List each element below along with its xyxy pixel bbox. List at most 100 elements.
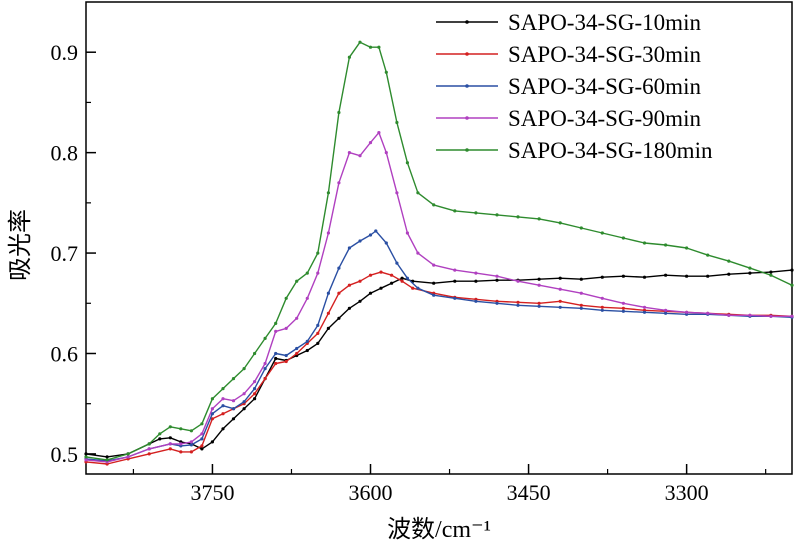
data-point <box>337 181 341 185</box>
data-point <box>495 301 499 305</box>
data-point <box>416 191 420 195</box>
data-point <box>295 279 299 283</box>
data-point <box>453 268 457 272</box>
data-point <box>126 452 130 456</box>
data-point <box>242 400 246 404</box>
data-point <box>432 293 436 297</box>
data-point <box>495 278 499 282</box>
data-point <box>231 377 236 381</box>
x-tick-label: 3450 <box>507 480 551 505</box>
data-point <box>347 246 351 250</box>
data-point <box>84 455 88 459</box>
data-point <box>179 450 183 454</box>
data-point <box>395 120 399 125</box>
series-markers-sapo-34-sg-30min <box>84 270 794 466</box>
legend-label: SAPO-34-SG-180min <box>508 138 713 163</box>
data-point <box>368 45 373 49</box>
data-point <box>147 452 151 456</box>
x-axis-title: 波数/cm⁻¹ <box>387 516 491 543</box>
data-point <box>231 399 236 403</box>
data-point <box>368 291 373 295</box>
data-point <box>337 110 341 115</box>
data-point <box>337 316 341 320</box>
data-point <box>305 348 309 353</box>
data-point <box>579 277 583 281</box>
data-point <box>432 263 436 267</box>
data-point <box>664 308 668 312</box>
data-point <box>368 233 373 237</box>
data-point <box>242 367 246 371</box>
data-point <box>379 286 383 290</box>
data-point <box>384 151 388 155</box>
legend-label: SAPO-34-SG-10min <box>508 10 701 35</box>
data-point <box>453 279 457 283</box>
data-point <box>621 236 626 240</box>
data-point <box>621 306 626 310</box>
y-tick-label: 0.7 <box>51 241 79 266</box>
data-point <box>326 191 330 195</box>
data-point <box>210 417 214 421</box>
data-point <box>537 277 541 281</box>
data-point <box>200 444 204 448</box>
data-point <box>395 191 399 195</box>
data-point <box>274 329 278 333</box>
data-point <box>405 161 409 165</box>
data-point <box>284 326 288 330</box>
x-tick-label: 3300 <box>665 480 709 505</box>
x-axis-ticks: 3750 3600 3450 3300 <box>132 464 767 505</box>
data-point <box>377 131 381 135</box>
data-point <box>621 274 626 278</box>
data-point <box>305 339 309 343</box>
data-point <box>405 231 409 235</box>
data-point <box>642 305 647 309</box>
data-point <box>221 404 225 408</box>
data-point <box>274 361 278 366</box>
data-point <box>347 55 351 59</box>
data-point <box>384 241 388 245</box>
data-point <box>374 229 378 233</box>
data-point <box>516 215 520 219</box>
series-group <box>84 40 794 466</box>
series-line-sapo-34-sg-30min <box>85 271 793 465</box>
data-point <box>221 412 225 416</box>
data-point <box>685 246 689 250</box>
data-point <box>579 303 583 307</box>
data-point <box>337 291 341 295</box>
data-point <box>748 271 752 275</box>
data-point <box>664 243 668 247</box>
data-point <box>474 279 478 283</box>
data-point <box>600 296 604 300</box>
data-point <box>105 458 109 462</box>
data-point <box>432 281 436 285</box>
data-point <box>242 392 246 396</box>
data-point <box>179 442 183 446</box>
series-markers-sapo-34-sg-90min <box>84 131 794 464</box>
data-point <box>769 273 773 277</box>
data-point <box>537 301 541 305</box>
data-point <box>600 275 604 279</box>
data-point <box>558 305 562 309</box>
data-point <box>558 287 562 291</box>
data-point <box>579 306 583 310</box>
series-markers-sapo-34-sg-60min <box>84 229 794 463</box>
series-markers-sapo-34-sg-180min <box>84 40 794 462</box>
data-point <box>316 251 320 255</box>
data-point <box>579 291 583 295</box>
y-tick-label: 0.8 <box>51 141 79 166</box>
data-point <box>253 392 257 396</box>
data-point <box>395 261 399 265</box>
data-point <box>358 299 362 303</box>
y-tick-label: 0.9 <box>51 40 79 65</box>
data-point <box>231 407 236 411</box>
data-point <box>295 346 299 351</box>
data-point <box>316 323 320 327</box>
data-point <box>168 425 172 429</box>
x-tick-label: 3600 <box>349 480 393 505</box>
y-tick-label: 0.6 <box>51 341 79 366</box>
data-point <box>411 286 415 290</box>
data-point <box>400 279 404 283</box>
data-point <box>200 432 204 436</box>
data-point <box>253 397 257 401</box>
data-point <box>727 313 731 317</box>
